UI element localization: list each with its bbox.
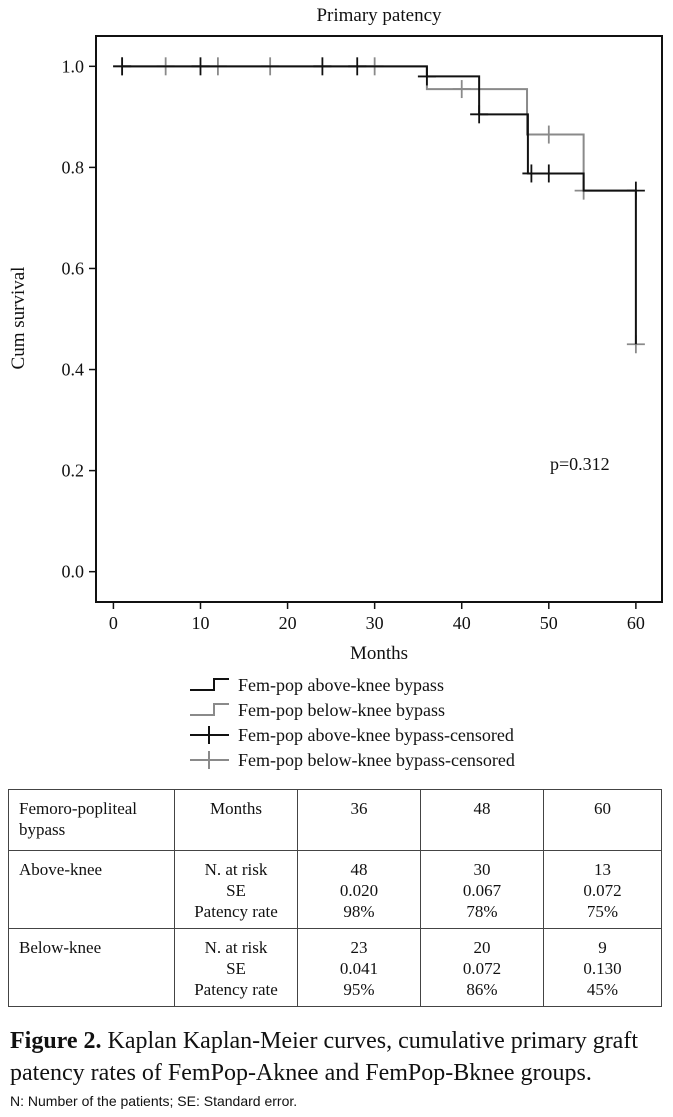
cell-value: 48 <box>350 860 368 879</box>
cell-value: 78% <box>466 902 498 921</box>
legend-label: Fem-pop above-knee bypass <box>238 675 444 695</box>
table-cell: 48 0.020 98% <box>297 850 421 929</box>
x-tick-label: 40 <box>453 613 471 633</box>
cell-value: 30 <box>473 860 491 879</box>
cell-value: 0.072 <box>583 881 622 900</box>
y-tick-label: 0.0 <box>62 562 85 582</box>
chart-legend: Fem-pop above-knee bypass Fem-pop below-k… <box>190 675 515 770</box>
figure-caption-text: Kaplan Kaplan-Meier curves, cumulative p… <box>10 1028 638 1086</box>
measure-label: N. at risk <box>204 860 268 879</box>
cell-value: 0.067 <box>462 881 502 900</box>
x-axis-label: Months <box>350 643 408 664</box>
x-tick-label: 30 <box>366 613 384 633</box>
measure-label: SE <box>226 881 246 900</box>
cell-value: 0.041 <box>339 959 379 978</box>
table-header-cell: Femoro-popliteal bypass <box>8 789 175 851</box>
cell-value: 23 <box>350 938 368 957</box>
table-cell: 13 0.072 75% <box>543 850 662 929</box>
y-axis: 0.0 0.2 0.4 0.6 0.8 1.0 <box>62 56 96 582</box>
table-cell: 30 0.067 78% <box>420 850 544 929</box>
table-row: Above-knee N. at risk SE Patency rate 48… <box>8 850 662 929</box>
chart-title: Primary patency <box>316 5 442 26</box>
table-header-cell: 36 <box>297 789 421 851</box>
table-footnote: N: Number of the patients; SE: Standard … <box>10 1093 298 1109</box>
x-tick-label: 20 <box>279 613 297 633</box>
figure-caption: Figure 2. Kaplan Kaplan-Meier curves, cu… <box>10 1025 670 1089</box>
group-label: Below-knee <box>8 928 175 1007</box>
cell-value: 0.072 <box>462 959 502 978</box>
x-tick-label: 60 <box>627 613 645 633</box>
table-row: Below-knee N. at risk SE Patency rate 23… <box>8 928 662 1007</box>
cell-value: 0.130 <box>583 959 622 978</box>
table-cell: 9 0.130 45% <box>543 928 662 1007</box>
measure-label: N. at risk <box>204 938 268 957</box>
y-tick-label: 0.2 <box>62 461 85 481</box>
cell-value: 20 <box>473 938 491 957</box>
plot-frame <box>95 35 663 603</box>
group-label: Above-knee <box>8 850 175 929</box>
measure-labels: N. at risk SE Patency rate <box>174 928 298 1007</box>
legend-label: Fem-pop below-knee bypass <box>238 700 445 720</box>
measure-labels: N. at risk SE Patency rate <box>174 850 298 929</box>
cell-value: 95% <box>343 980 375 999</box>
survival-curve <box>122 65 637 345</box>
cell-value: 86% <box>466 980 498 999</box>
table-cell: 20 0.072 86% <box>420 928 544 1007</box>
table-header-cell: Months <box>174 789 298 851</box>
cell-value: 45% <box>586 980 619 999</box>
cell-value: 0.020 <box>339 881 379 900</box>
table-header-row: Femoro-popliteal bypass Months 36 48 60 <box>8 789 662 851</box>
y-tick-label: 1.0 <box>62 56 85 76</box>
legend-swatch <box>190 703 229 716</box>
cell-value: 75% <box>586 902 619 921</box>
y-axis-label: Cum survival <box>8 267 29 370</box>
table-cell: 23 0.041 95% <box>297 928 421 1007</box>
measure-label: Patency rate <box>194 902 278 921</box>
figure-label: Figure 2. <box>10 1028 102 1054</box>
survival-curve <box>122 65 636 192</box>
x-axis: 0 10 20 30 40 50 60 <box>109 602 645 633</box>
cell-value: 98% <box>343 902 375 921</box>
y-tick-label: 0.8 <box>62 157 85 177</box>
legend-label: Fem-pop above-knee bypass-censored <box>238 725 514 745</box>
cell-value: 13 <box>594 860 611 879</box>
legend-swatch <box>190 678 229 691</box>
y-tick-label: 0.6 <box>62 258 85 278</box>
legend-label: Fem-pop below-knee bypass-censored <box>238 750 515 770</box>
x-tick-label: 0 <box>109 613 118 633</box>
patency-table: Femoro-popliteal bypass Months 36 48 60 … <box>8 789 662 1007</box>
measure-label: SE <box>226 959 246 978</box>
measure-label: Patency rate <box>194 980 278 999</box>
table-header-cell: 48 <box>420 789 544 851</box>
x-tick-label: 50 <box>540 613 558 633</box>
y-tick-label: 0.4 <box>62 360 85 380</box>
series-layer <box>113 57 645 354</box>
cell-value: 9 <box>598 938 607 957</box>
x-tick-label: 10 <box>191 613 209 633</box>
p-value-annotation: p=0.312 <box>550 454 610 474</box>
table-header-cell: 60 <box>543 789 662 851</box>
kaplan-meier-chart: Primary patency 0.0 0.2 0.4 0.6 0.8 1.0 0 10 20… <box>8 5 663 770</box>
